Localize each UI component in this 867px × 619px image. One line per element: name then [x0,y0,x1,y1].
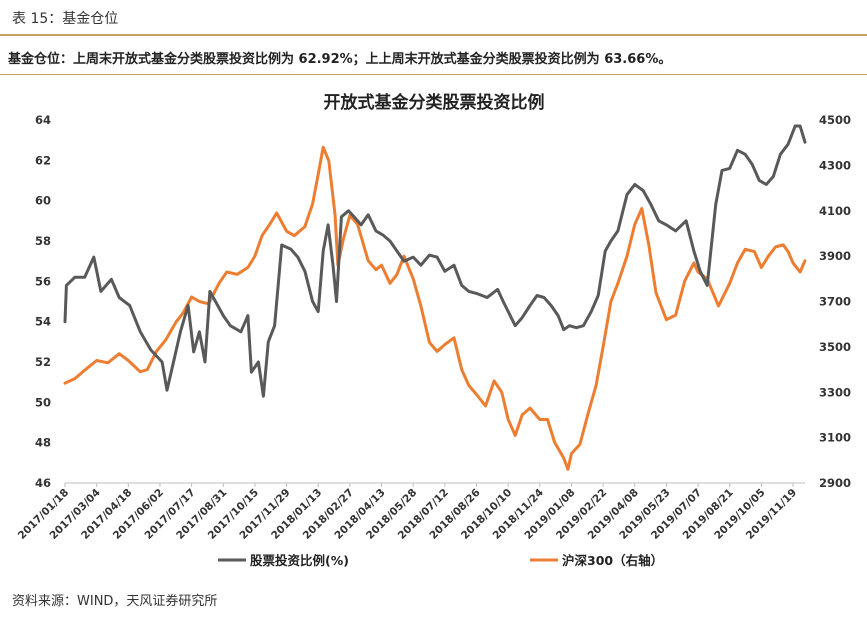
y-right-tick-label: 4300 [819,158,851,172]
y-left-tick-label: 46 [35,476,51,490]
y-left-tick-label: 56 [35,274,51,288]
y-right-tick-label: 3100 [819,431,851,445]
y-left-tick-label: 50 [35,395,51,409]
series-line-stock-ratio [63,124,807,398]
y-right-tick-label: 4100 [819,204,851,218]
y-left-tick-label: 48 [35,436,51,450]
y-right-tick-label: 2900 [819,476,851,490]
y-left-tick-label: 62 [35,153,51,167]
y-right-tick-label: 3500 [819,340,851,354]
y-left-tick-label: 64 [35,113,51,127]
y-right-tick-label: 3300 [819,385,851,399]
chart: 开放式基金分类股票投资比例 46 48 50 52 54 56 58 60 62 64 2900 3… [16,92,851,568]
y-right-tick-label: 3900 [819,249,851,263]
source-note: 资料来源：WIND，天风证券研究所 [12,594,218,609]
y-right-tick-label: 3700 [819,295,851,309]
y-right-tick-label: 4500 [819,113,851,127]
caption-rule [0,34,867,36]
table-caption: 表 15：基金仓位 [12,11,119,27]
legend: 股票投资比例(%) 沪深300（右轴） [218,553,663,568]
y-axis-left: 46 48 50 52 54 56 58 60 62 64 [35,113,51,490]
chart-title: 开放式基金分类股票投资比例 [324,92,545,113]
y-axis-right: 2900 3100 3300 3500 3700 3900 4100 4300 4500 [819,113,851,490]
series-line-hs300 [63,145,807,471]
headline-rule [0,74,867,75]
headline-text: 基金仓位：上周末开放式基金分类股票投资比例为 62.92%；上上周末开放式基金分… [8,52,672,67]
y-left-tick-label: 54 [35,315,51,329]
legend-label-stock-ratio: 股票投资比例(%) [250,553,349,568]
y-left-tick-label: 60 [35,194,51,208]
x-axis: 2017/01/182017/03/042017/04/182017/06/02… [16,483,799,542]
y-left-tick-label: 58 [35,234,51,248]
y-left-tick-label: 52 [35,355,51,369]
legend-label-hs300: 沪深300（右轴） [562,553,663,568]
plot-area [63,124,807,471]
